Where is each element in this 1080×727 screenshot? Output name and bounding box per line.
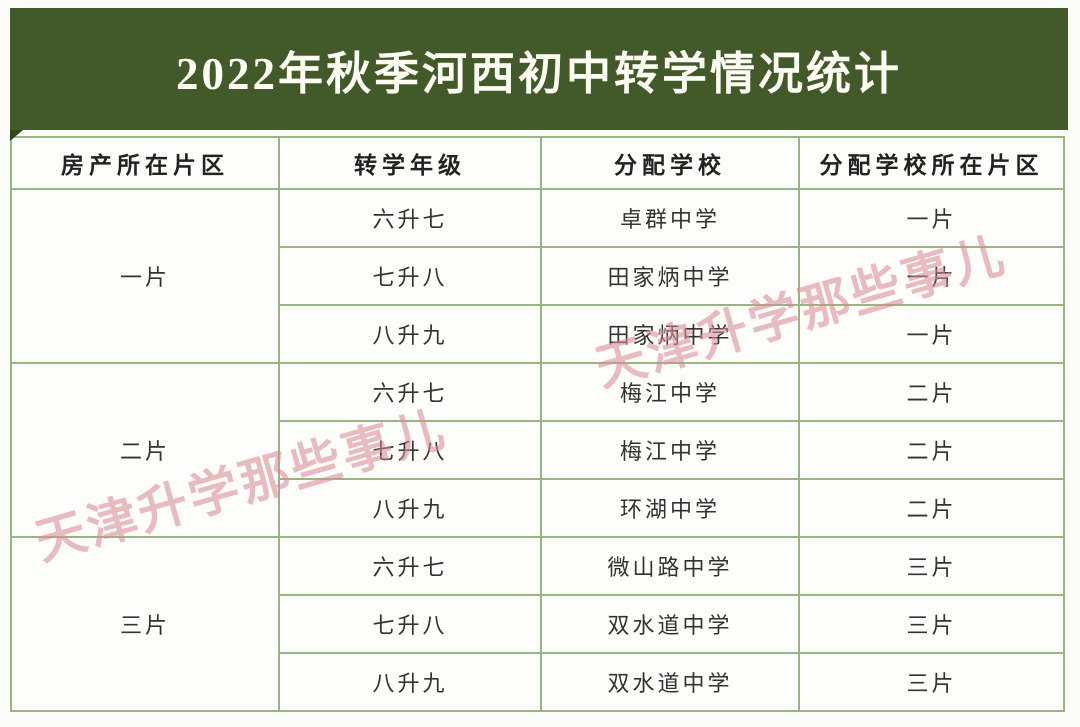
table-row: 七升八 田家炳中学 一片 — [11, 246, 1065, 306]
col-header-transfer-grade: 转学年级 — [278, 136, 542, 190]
table-row: 七升八 梅江中学 二片 — [11, 420, 1065, 480]
table-row: 七升八 双水道中学 三片 — [11, 594, 1065, 654]
school-district-cell: 二片 — [798, 478, 1065, 538]
district-cell: 一片 — [10, 188, 280, 364]
col-header-assigned-school: 分配学校 — [540, 136, 800, 190]
table-row: 二片 六升七 梅江中学 二片 — [10, 362, 1065, 538]
title-banner: 2022年秋季河西初中转学情况统计 — [10, 8, 1068, 130]
col-header-property-district: 房产所在片区 — [10, 136, 280, 190]
school-district-cell: 一片 — [798, 304, 1065, 364]
school-cell: 田家炳中学 — [540, 246, 800, 306]
school-cell: 环湖中学 — [540, 478, 800, 538]
school-district-cell: 三片 — [798, 536, 1065, 596]
banner-fold-triangle-icon — [10, 130, 23, 141]
district-cell: 二片 — [10, 362, 280, 538]
grade-cell: 六升七 — [278, 362, 542, 422]
school-district-cell: 二片 — [798, 362, 1065, 422]
grade-cell: 七升八 — [278, 420, 542, 480]
table-row: 三片 六升七 微山路中学 三片 — [10, 536, 1065, 712]
school-district-cell: 二片 — [798, 420, 1065, 480]
grade-cell: 八升九 — [278, 652, 542, 712]
table-row: 八升九 田家炳中学 一片 — [11, 304, 1065, 364]
grade-cell: 六升七 — [278, 536, 542, 596]
school-district-cell: 三片 — [798, 652, 1065, 712]
school-cell: 微山路中学 — [540, 536, 800, 596]
grade-cell: 六升七 — [278, 188, 542, 248]
header-row: 房产所在片区 转学年级 分配学校 分配学校所在片区 — [10, 136, 1065, 190]
school-cell: 梅江中学 — [540, 362, 800, 422]
school-district-cell: 三片 — [798, 594, 1065, 654]
table-row: 八升九 双水道中学 三片 — [11, 652, 1065, 712]
grade-cell: 七升八 — [278, 246, 542, 306]
transfer-stats-table: 房产所在片区 转学年级 分配学校 分配学校所在片区 一片 六升七 卓群中学 一片… — [10, 136, 1065, 712]
school-cell: 双水道中学 — [540, 652, 800, 712]
table-row: 八升九 环湖中学 二片 — [11, 478, 1065, 538]
school-cell: 卓群中学 — [540, 188, 800, 248]
col-header-assigned-school-district: 分配学校所在片区 — [798, 136, 1065, 190]
grade-cell: 八升九 — [278, 478, 542, 538]
page-title: 2022年秋季河西初中转学情况统计 — [175, 48, 902, 99]
school-cell: 田家炳中学 — [540, 304, 800, 364]
school-district-cell: 一片 — [798, 246, 1065, 306]
grade-cell: 七升八 — [278, 594, 542, 654]
table-row: 一片 六升七 卓群中学 一片 — [10, 188, 1065, 364]
district-cell: 三片 — [10, 536, 280, 712]
school-cell: 双水道中学 — [540, 594, 800, 654]
school-cell: 梅江中学 — [540, 420, 800, 480]
school-district-cell: 一片 — [798, 188, 1065, 248]
grade-cell: 八升九 — [278, 304, 542, 364]
